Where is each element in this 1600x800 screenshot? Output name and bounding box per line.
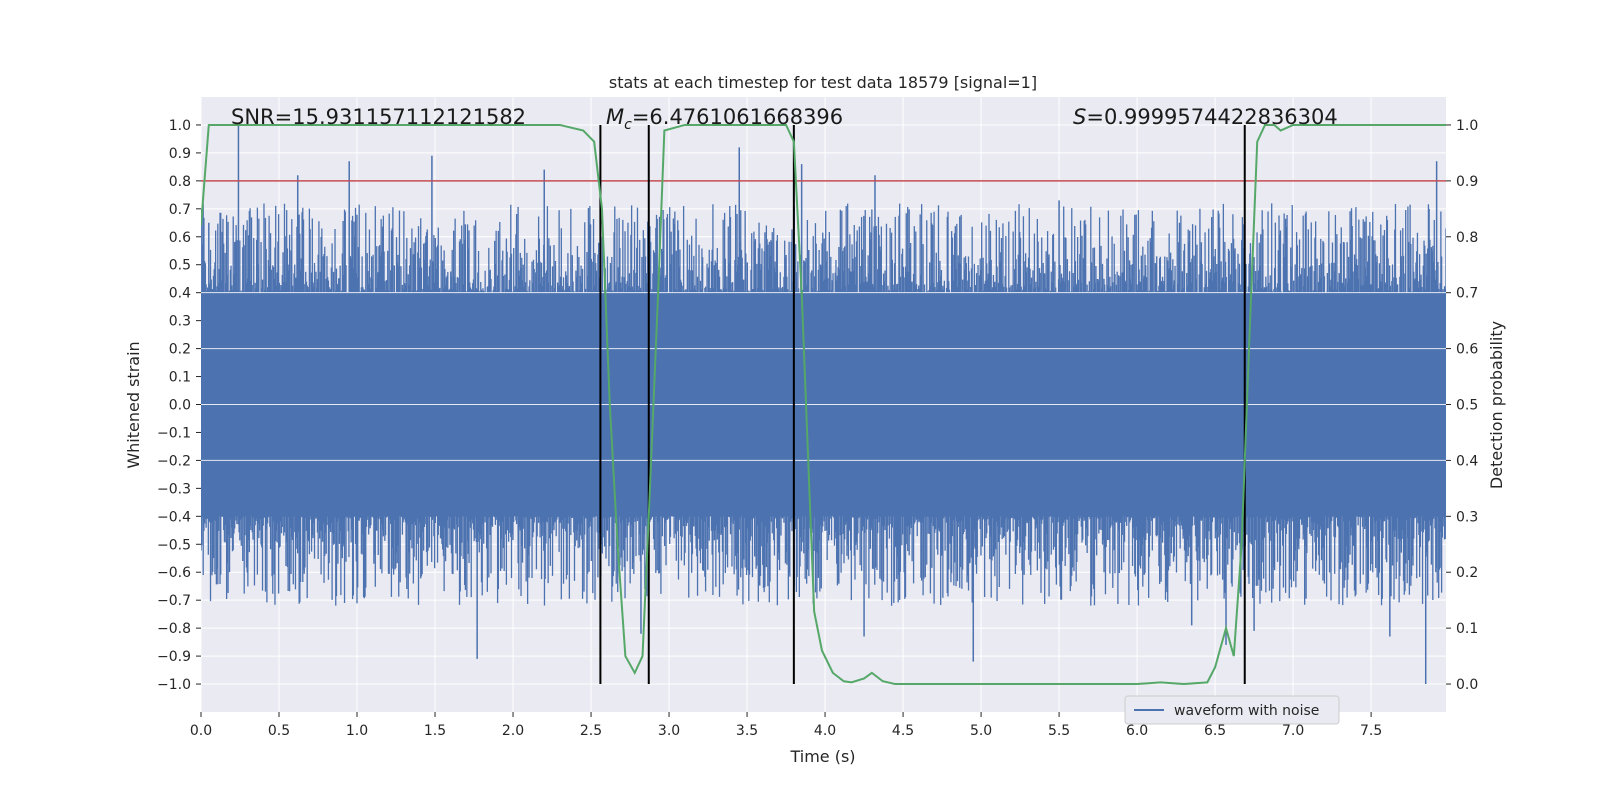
y-tick-label: −0.6: [157, 565, 191, 581]
x-axis-ticks: 0.0 0.5 1.0 1.5 2.0 2.5 3.0 3.5 4.0 4.5 5.0 5.5 6.0 6…: [190, 712, 1382, 739]
y2-tick-label: 0.4: [1456, 453, 1478, 469]
chart-title: stats at each timestep for test data 185…: [609, 73, 1037, 92]
y-tick-label: 0.2: [169, 342, 191, 358]
y-tick-label: 1.0: [169, 118, 191, 134]
y-tick-label: 0.4: [169, 286, 191, 302]
y2-tick-label: 0.9: [1456, 174, 1478, 190]
detection-probability-line: [201, 123, 1446, 686]
x-axis-label: Time (s): [789, 747, 855, 766]
x-tick-label: 1.0: [346, 723, 368, 739]
statistic-symbol: S: [1073, 105, 1086, 129]
x-tick-label: 7.5: [1360, 723, 1382, 739]
vertical-markers: [599, 124, 1246, 685]
y-tick-label: −0.8: [157, 621, 191, 637]
y2-tick-label: 0.6: [1456, 342, 1478, 358]
y2-tick-label: 0.7: [1456, 286, 1478, 302]
x-tick-label: 4.5: [892, 723, 914, 739]
y2-tick-label: 0.5: [1456, 398, 1478, 414]
x-tick-label: 5.5: [1048, 723, 1070, 739]
y-tick-label: 0.5: [169, 258, 191, 274]
x-tick-label: 0.5: [268, 723, 290, 739]
snr-annotation: SNR=15.931157112121582: [231, 105, 526, 129]
chirp-mass-annotation: Mc=6.4761061668396: [606, 105, 843, 133]
y2-axis-ticks: 1.0 0.9 0.8 0.7 0.6 0.5 0.4 0.3 0.2 0.1 0.0: [1446, 118, 1478, 693]
y2-tick-label: 0.8: [1456, 230, 1478, 246]
legend-box: [1124, 695, 1340, 725]
statistic-value: =0.9999574422836304: [1086, 105, 1337, 129]
probability-series: [201, 123, 1446, 686]
y-tick-label: −0.4: [157, 509, 191, 525]
x-tick-label: 6.5: [1204, 723, 1226, 739]
y-axis-label: Whitened strain: [124, 341, 143, 468]
y-tick-label: 0.8: [169, 174, 191, 190]
x-tick-label: 3.5: [736, 723, 758, 739]
x-tick-label: 7.0: [1282, 723, 1304, 739]
y2-tick-label: 1.0: [1456, 118, 1478, 134]
y2-tick-label: 0.2: [1456, 565, 1478, 581]
y2-axis-label: Detection probability: [1487, 321, 1506, 489]
y-tick-label: 0.0: [169, 398, 191, 414]
statistic-annotation: S=0.9999574422836304: [1073, 105, 1338, 129]
y-tick-label: −0.1: [157, 425, 191, 441]
waveform-series: [201, 124, 1446, 685]
legend: waveform with noise: [1124, 695, 1340, 725]
y2-tick-label: 0.0: [1456, 677, 1478, 693]
y2-tick-label: 0.1: [1456, 621, 1478, 637]
x-tick-label: 6.0: [1126, 723, 1148, 739]
y-tick-label: −1.0: [157, 677, 191, 693]
x-tick-label: 4.0: [814, 723, 836, 739]
y-tick-label: 0.6: [169, 230, 191, 246]
y-tick-label: 0.3: [169, 314, 191, 330]
x-tick-label: 1.5: [424, 723, 446, 739]
y-axis-ticks: 1.0 0.9 0.8 0.7 0.6 0.5 0.4 0.3 0.2 0.1 0.0 −0.1 −0.…: [157, 118, 201, 693]
x-tick-label: 5.0: [970, 723, 992, 739]
y-tick-label: −0.3: [157, 481, 191, 497]
x-tick-label: 3.0: [658, 723, 680, 739]
y-tick-label: −0.5: [157, 537, 191, 553]
y-tick-label: 0.7: [169, 202, 191, 218]
y-tick-label: −0.2: [157, 453, 191, 469]
x-tick-label: 2.5: [580, 723, 602, 739]
x-tick-label: 2.0: [502, 723, 524, 739]
y2-tick-label: 0.3: [1456, 509, 1478, 525]
chirp-mass-value: =6.4761061668396: [632, 105, 843, 129]
chirp-mass-symbol: M: [606, 105, 624, 129]
y-tick-label: −0.9: [157, 649, 191, 665]
chirp-mass-subscript: c: [624, 117, 632, 133]
y-tick-label: 0.9: [169, 146, 191, 162]
x-tick-label: 0.0: [190, 723, 212, 739]
y-tick-label: −0.7: [157, 593, 191, 609]
y-tick-label: 0.1: [169, 370, 191, 386]
legend-label-waveform: waveform with noise: [1174, 703, 1319, 719]
